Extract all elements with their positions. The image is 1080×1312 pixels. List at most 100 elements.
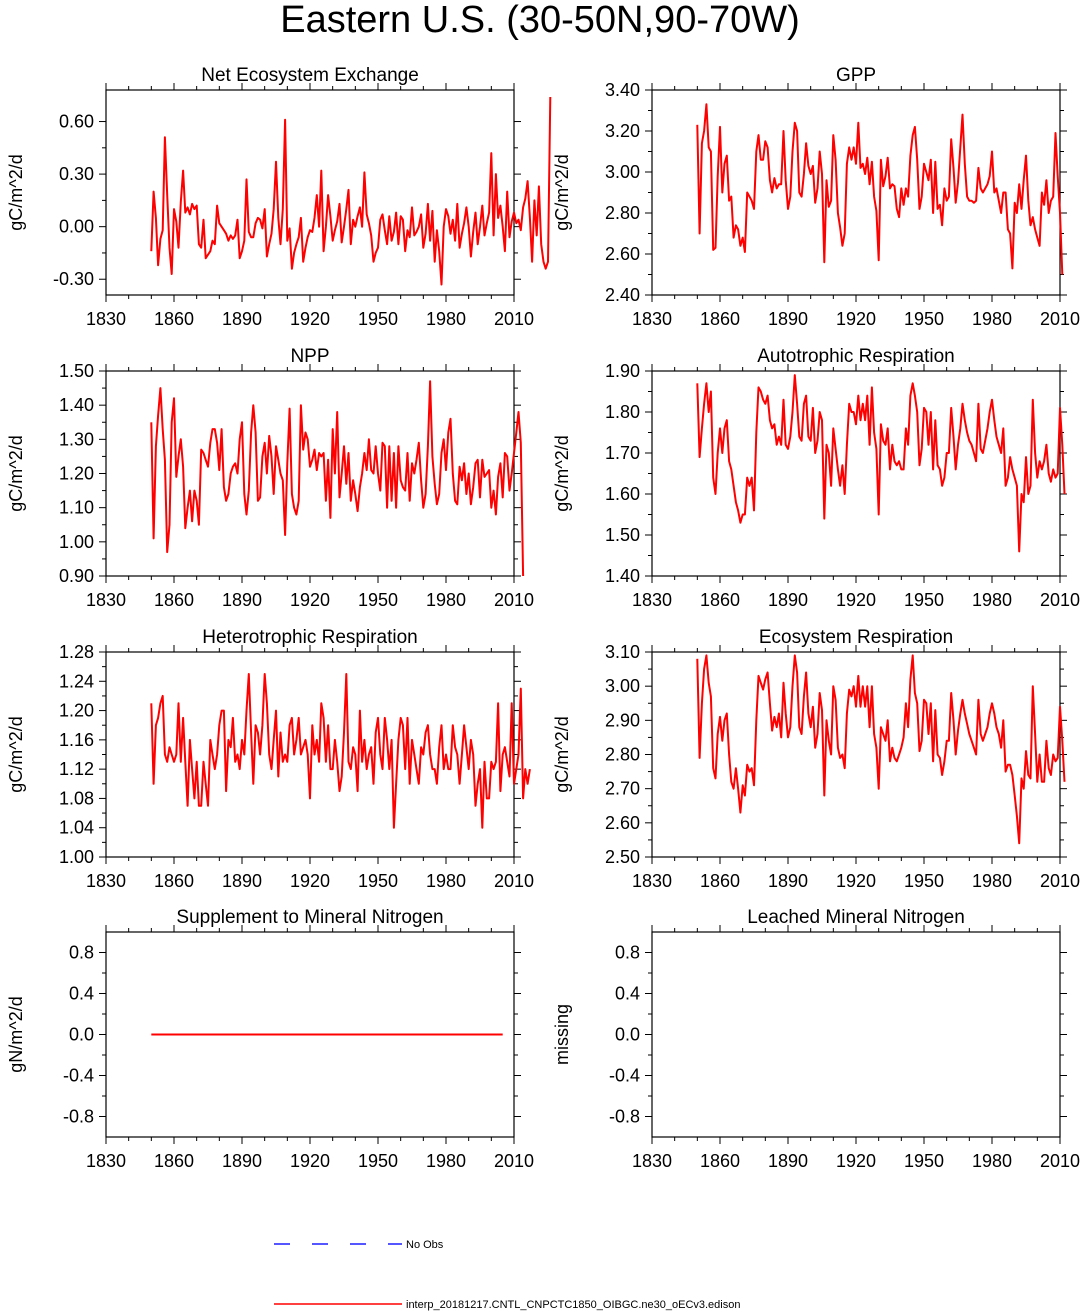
x-tick-label: 1980 <box>972 309 1012 329</box>
x-tick-label: 1920 <box>290 590 330 610</box>
panel-5: Heterotrophic Respiration gC/m^2/d 1830 186… <box>6 627 534 891</box>
y-tick-label: 0.0 <box>615 1025 640 1045</box>
y-tick-label: 1.00 <box>59 532 94 552</box>
x-tick-label: 1830 <box>632 590 672 610</box>
y-tick-label: 1.20 <box>59 464 94 484</box>
x-tick-label: 1830 <box>86 871 126 891</box>
figure-title: Eastern U.S. (30-50N,90-70W) <box>280 0 800 41</box>
x-tick-label: 1920 <box>836 590 876 610</box>
series-line <box>696 374 1066 553</box>
x-tick-label: 1980 <box>972 590 1012 610</box>
x-tick-label: 1950 <box>904 590 944 610</box>
legend: No Obs interp_20181217.CNTL_CNPCTC1850_OI… <box>274 1239 740 1311</box>
x-tick-label: 1980 <box>426 871 466 891</box>
x-tick-label: 1860 <box>154 590 194 610</box>
y-tick-label: 1.16 <box>59 730 94 750</box>
y-axis-label: missing <box>552 1004 572 1065</box>
x-tick-label: 2010 <box>1040 309 1080 329</box>
x-tick-label: 1950 <box>904 871 944 891</box>
x-tick-label: 1890 <box>222 1151 262 1171</box>
y-tick-label: 1.00 <box>59 847 94 867</box>
x-tick-label: 1950 <box>904 309 944 329</box>
x-tick-label: 1830 <box>86 590 126 610</box>
panel-title: Heterotrophic Respiration <box>202 627 417 648</box>
y-tick-label: -0.4 <box>63 1066 94 1086</box>
y-tick-label: 3.00 <box>605 676 640 696</box>
y-tick-label: 1.70 <box>605 443 640 463</box>
y-tick-label: 0.0 <box>69 1025 94 1045</box>
y-tick-label: -0.30 <box>53 269 94 289</box>
panel-4: Autotrophic Respiration gC/m^2/d 1830 1860 1… <box>552 346 1080 610</box>
y-tick-label: 3.20 <box>605 121 640 141</box>
x-tick-label: 1860 <box>700 590 740 610</box>
y-tick-label: 2.60 <box>605 813 640 833</box>
panel-3: NPP gC/m^2/d 1830 1860 1890 1920 1950 1980 2010 0… <box>6 346 534 610</box>
x-tick-label: 2010 <box>1040 1151 1080 1171</box>
x-tick-label: 1920 <box>836 871 876 891</box>
series-line <box>150 673 531 829</box>
x-tick-label: 1830 <box>632 871 672 891</box>
legend-label-1: No Obs <box>406 1239 444 1251</box>
y-tick-label: 1.60 <box>605 484 640 504</box>
panel-6: Ecosystem Respiration gC/m^2/d 1830 1860 189… <box>552 627 1080 891</box>
series-line <box>150 96 552 286</box>
x-tick-label: 1830 <box>632 309 672 329</box>
y-tick-label: 1.40 <box>59 395 94 415</box>
y-tick-label: 1.20 <box>59 701 94 721</box>
y-tick-label: 1.28 <box>59 642 94 662</box>
y-tick-label: 1.04 <box>59 818 94 838</box>
x-tick-label: 1980 <box>426 1151 466 1171</box>
y-tick-label: 3.00 <box>605 162 640 182</box>
y-tick-label: 0.00 <box>59 217 94 237</box>
y-tick-label: 2.40 <box>605 285 640 305</box>
x-tick-label: 1950 <box>358 590 398 610</box>
y-tick-label: 2.90 <box>605 710 640 730</box>
plot-frame <box>651 89 1061 296</box>
x-tick-label: 1890 <box>222 309 262 329</box>
x-tick-label: 1860 <box>154 1151 194 1171</box>
y-tick-label: 1.08 <box>59 788 94 808</box>
y-tick-label: 2.60 <box>605 244 640 264</box>
y-axis-label: gC/m^2/d <box>6 154 26 230</box>
y-tick-label: 1.50 <box>59 361 94 381</box>
y-tick-label: 0.4 <box>69 984 94 1004</box>
y-tick-label: -0.8 <box>63 1107 94 1127</box>
x-tick-label: 1920 <box>836 1151 876 1171</box>
x-tick-label: 1980 <box>972 1151 1012 1171</box>
x-tick-label: 1890 <box>222 590 262 610</box>
series-line <box>150 380 525 577</box>
y-tick-label: 2.70 <box>605 779 640 799</box>
plot-frame <box>105 651 515 858</box>
plot-frame <box>651 931 1061 1138</box>
x-tick-label: 2010 <box>1040 590 1080 610</box>
panel-7: Supplement to Mineral Nitrogen gN/m^2/d 18… <box>6 907 534 1171</box>
series-line <box>696 103 1064 275</box>
series-line <box>696 654 1066 845</box>
x-tick-label: 2010 <box>1040 871 1080 891</box>
y-tick-label: 2.80 <box>605 745 640 765</box>
x-tick-label: 1860 <box>700 1151 740 1171</box>
y-tick-label: 1.40 <box>605 566 640 586</box>
x-tick-label: 1890 <box>222 871 262 891</box>
y-axis-label: gC/m^2/d <box>552 154 572 230</box>
y-tick-label: 3.10 <box>605 642 640 662</box>
x-tick-label: 1830 <box>86 1151 126 1171</box>
x-tick-label: 1950 <box>358 1151 398 1171</box>
x-tick-label: 1830 <box>86 309 126 329</box>
y-tick-label: 0.4 <box>615 984 640 1004</box>
y-tick-label: 1.30 <box>59 429 94 449</box>
x-tick-label: 2010 <box>494 1151 534 1171</box>
x-tick-label: 1830 <box>632 1151 672 1171</box>
x-tick-label: 1860 <box>154 309 194 329</box>
x-tick-label: 1860 <box>700 309 740 329</box>
x-tick-label: 1950 <box>904 1151 944 1171</box>
y-tick-label: 0.90 <box>59 566 94 586</box>
y-tick-label: 1.12 <box>59 759 94 779</box>
panel-title: Supplement to Mineral Nitrogen <box>176 907 443 928</box>
x-tick-label: 1980 <box>426 590 466 610</box>
panel-title: Leached Mineral Nitrogen <box>747 907 965 928</box>
y-tick-label: 0.60 <box>59 112 94 132</box>
x-tick-label: 1890 <box>768 590 808 610</box>
panel-title: Net Ecosystem Exchange <box>201 65 419 86</box>
y-axis-label: gN/m^2/d <box>6 996 26 1072</box>
